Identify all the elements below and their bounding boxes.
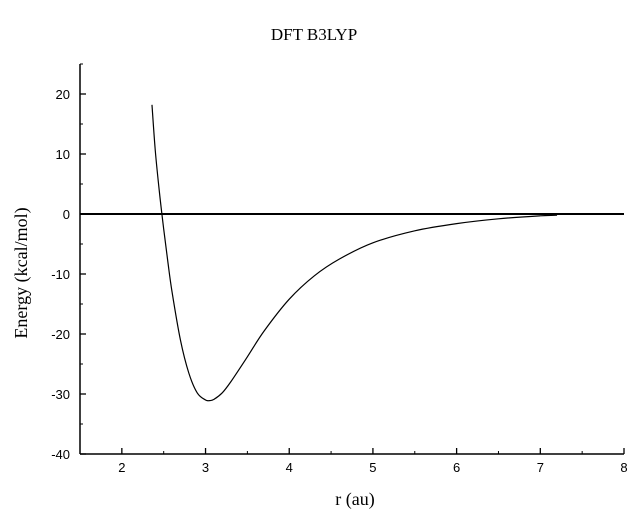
y-tick-label: -30 xyxy=(51,387,70,402)
y-tick-label: 10 xyxy=(56,147,70,162)
x-tick-label: 3 xyxy=(202,460,209,475)
plot-area: 2 3 4 5 6 7 8 -40 -30 -20 -10 0 10 20 xyxy=(51,63,628,475)
energy-curve xyxy=(151,104,558,402)
x-tick-label: 8 xyxy=(620,460,627,475)
y-tick-label: -40 xyxy=(51,447,70,462)
x-tick-label: 5 xyxy=(369,460,376,475)
x-tick-label: 4 xyxy=(286,460,293,475)
y-tick-label: -20 xyxy=(51,327,70,342)
x-tick-label: 2 xyxy=(118,460,125,475)
y-tick-label: 0 xyxy=(63,207,70,222)
chart-title: DFT B3LYP xyxy=(271,25,357,44)
y-axis-label: Energy (kcal/mol) xyxy=(11,207,32,338)
x-axis-label: r (au) xyxy=(335,489,374,510)
x-tick-label: 7 xyxy=(537,460,544,475)
x-tick-label: 6 xyxy=(453,460,460,475)
y-tick-label: -10 xyxy=(51,267,70,282)
y-tick-label: 20 xyxy=(56,87,70,102)
